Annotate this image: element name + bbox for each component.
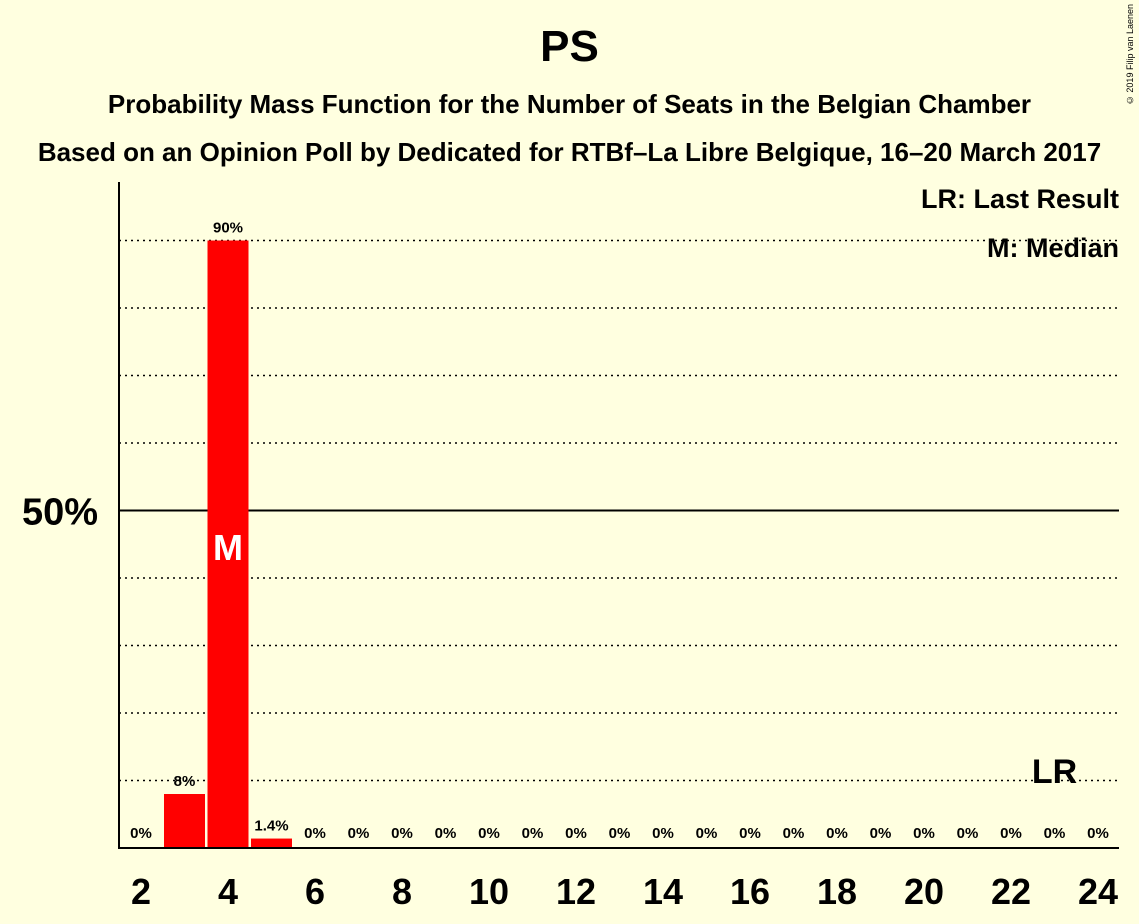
bar-value-label: 0% (304, 825, 326, 842)
bar-value-label: 0% (870, 825, 892, 842)
bar-value-label: 0% (609, 825, 631, 842)
x-tick-label: 12 (556, 871, 596, 912)
bar-value-label: 0% (130, 825, 152, 842)
x-tick-label: 20 (904, 871, 944, 912)
bar-value-label: 0% (696, 825, 718, 842)
bar-value-label: 0% (1044, 825, 1066, 842)
x-tick-label: 22 (991, 871, 1031, 912)
x-tick-label: 8 (392, 871, 412, 912)
x-tick-label: 24 (1078, 871, 1118, 912)
bar (207, 240, 249, 848)
chart-subtitle: Probability Mass Function for the Number… (107, 89, 1032, 119)
x-tick-label: 16 (730, 871, 770, 912)
bar-value-label: 0% (522, 825, 544, 842)
last-result-marker: LR (1032, 753, 1077, 791)
y-tick-label: 50% (22, 492, 98, 534)
x-tick-label: 14 (643, 871, 683, 912)
x-tick-label: 2 (131, 871, 151, 912)
bar-value-label: 0% (435, 825, 457, 842)
x-tick-label: 10 (469, 871, 509, 912)
bar-value-label: 0% (652, 825, 674, 842)
legend-median: M: Median (987, 233, 1119, 263)
legend-last-result: LR: Last Result (920, 184, 1119, 214)
x-tick-label: 4 (218, 871, 238, 912)
bar (251, 838, 292, 848)
bar-value-label: 90% (213, 220, 243, 237)
bar-value-label: 1.4% (254, 818, 288, 835)
bar-value-label: 0% (957, 825, 979, 842)
chart-source-note: Based on an Opinion Poll by Dedicated fo… (37, 137, 1102, 167)
bar-value-label: 0% (1000, 825, 1022, 842)
bar-value-label: 0% (1087, 825, 1109, 842)
bar-value-label: 8% (174, 773, 196, 790)
bar-value-label: 0% (739, 825, 761, 842)
bar-value-label: 0% (913, 825, 935, 842)
x-tick-label: 6 (305, 871, 325, 912)
bar-value-label: 0% (391, 825, 413, 842)
bar-value-label: 0% (478, 825, 500, 842)
bar-value-label: 0% (826, 825, 848, 842)
chart-title: PS (540, 22, 599, 71)
x-tick-label: 18 (817, 871, 857, 912)
bar-value-label: 0% (565, 825, 587, 842)
median-marker: M (213, 527, 243, 568)
bar (164, 794, 205, 848)
bar-value-label: 0% (783, 825, 805, 842)
bar-value-label: 0% (348, 825, 370, 842)
